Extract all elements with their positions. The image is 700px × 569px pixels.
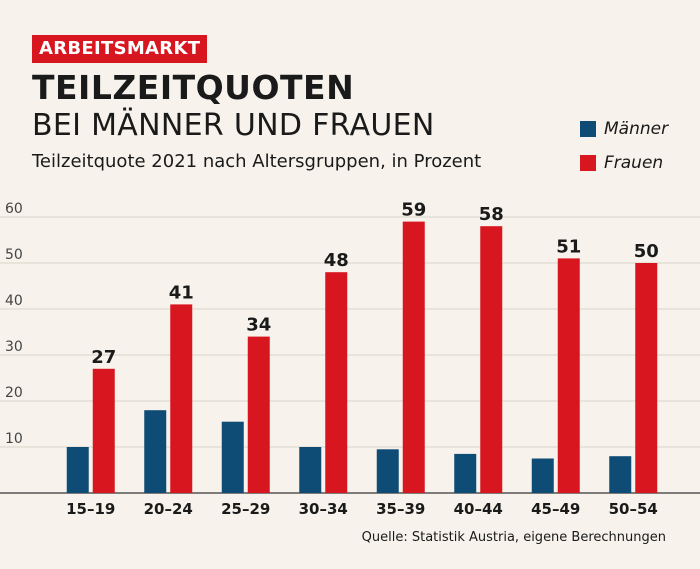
bar-men: [221, 421, 244, 493]
x-category-label: 30–34: [299, 500, 348, 518]
data-label-women: 58: [479, 204, 504, 225]
bar-women: [480, 226, 503, 493]
data-label-women: 27: [91, 347, 116, 368]
x-category-label: 25–29: [221, 500, 270, 518]
bar-women: [635, 263, 658, 493]
bar-women: [325, 272, 348, 493]
bar-women: [170, 304, 193, 493]
bar-men: [609, 456, 632, 493]
data-label-women: 51: [556, 236, 581, 257]
chart-description: Teilzeitquote 2021 nach Altersgruppen, i…: [32, 151, 482, 172]
x-category-label: 45–49: [531, 500, 580, 518]
legend-item-women: Frauen: [580, 152, 668, 174]
bar-men: [531, 458, 554, 493]
y-tick-label: 40: [5, 293, 23, 309]
legend-swatch-women: [580, 155, 596, 171]
legend-label-women: Frauen: [604, 153, 664, 173]
data-label-women: 34: [246, 315, 271, 336]
data-label-women: 41: [169, 282, 194, 303]
x-category-label: 20–24: [144, 500, 193, 518]
bar-men: [454, 453, 477, 493]
legend: Männer Frauen: [580, 118, 668, 186]
bar-women: [402, 221, 425, 493]
bar-men: [66, 447, 89, 493]
x-category-label: 40–44: [454, 500, 503, 518]
x-category-label: 50–54: [609, 500, 658, 518]
x-category-label: 35–39: [376, 500, 425, 518]
y-tick-label: 50: [5, 247, 23, 263]
data-label-women: 50: [634, 241, 659, 262]
chart-title: TEILZEITQUOTEN: [32, 68, 355, 107]
y-tick-label: 20: [5, 385, 23, 401]
bar-men: [376, 449, 399, 493]
section-tag: ARBEITSMARKT: [32, 35, 208, 63]
bar-men: [299, 447, 322, 493]
data-label-women: 48: [324, 250, 349, 271]
y-tick-label: 30: [5, 339, 23, 355]
data-label-women: 59: [401, 200, 426, 221]
legend-label-men: Männer: [604, 119, 669, 139]
legend-swatch-men: [580, 121, 596, 137]
bar-women: [247, 336, 270, 493]
legend-item-men: Männer: [580, 118, 668, 140]
bar-women: [92, 368, 115, 493]
bar-women: [557, 258, 580, 493]
x-category-label: 15–19: [66, 500, 115, 518]
y-tick-label: 10: [5, 431, 23, 447]
bar-men: [144, 410, 167, 493]
source-note: Quelle: Statistik Austria, eigene Berech…: [361, 530, 666, 545]
y-tick-label: 60: [5, 201, 23, 217]
chart-subtitle: BEI MÄNNER UND FRAUEN: [32, 108, 435, 143]
